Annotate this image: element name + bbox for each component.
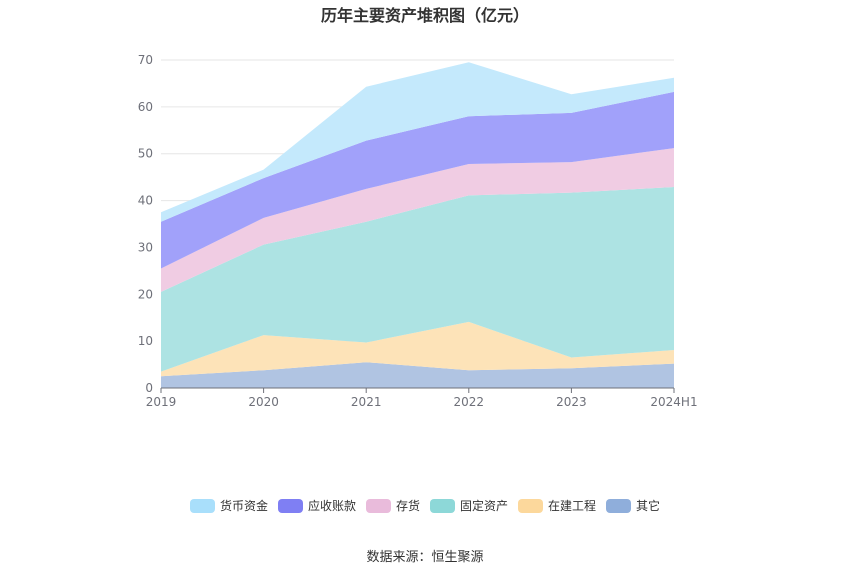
data-source-note: 数据来源：恒生聚源: [366, 550, 484, 565]
y-tick-label: 70: [138, 53, 153, 67]
legend-label: 存货: [395, 499, 420, 513]
y-tick-label: 20: [138, 287, 153, 301]
legend-item-存货[interactable]: 存货: [365, 497, 420, 514]
legend-swatch: [518, 498, 544, 513]
chart-title: 历年主要资产堆积图（亿元）: [320, 6, 529, 25]
area-固定资产: [161, 187, 674, 372]
axes: 0 10 20 30 40 50 60 70 2019 2020 2021 2022 2023 2024H…: [138, 53, 698, 409]
legend-swatch: [365, 498, 391, 513]
area-应收账款: [161, 91, 674, 269]
x-tick-label: 2023: [556, 395, 587, 409]
x-tick-label: 2024H1: [650, 395, 697, 409]
area-货币资金: [161, 62, 674, 222]
legend-swatch: [606, 498, 632, 513]
legend-label: 固定资产: [460, 499, 509, 513]
y-tick-label: 40: [138, 194, 153, 208]
area-存货: [161, 148, 674, 292]
y-tick-label: 30: [138, 240, 153, 254]
legend-swatch: [189, 498, 215, 513]
area-series: [161, 62, 674, 388]
legend-label: 应收账款: [307, 499, 356, 513]
legend-item-在建工程[interactable]: 在建工程: [518, 497, 596, 514]
x-tick-label: 2020: [248, 395, 279, 409]
legend-item-其它[interactable]: 其它: [606, 497, 660, 514]
x-tick-label: 2022: [454, 395, 485, 409]
y-tick-label: 60: [138, 100, 153, 114]
legend-item-货币资金[interactable]: 货币资金: [189, 497, 268, 514]
legend-label: 在建工程: [548, 499, 597, 513]
legend: 货币资金 应收账款 存货 固定资产 在建工程 其它: [0, 497, 850, 514]
x-tick-label: 2021: [351, 395, 382, 409]
area-其它: [161, 362, 674, 388]
legend-label: 货币资金: [219, 499, 268, 513]
legend-label: 其它: [636, 499, 661, 513]
legend-swatch: [430, 498, 455, 513]
y-tick-label: 50: [138, 147, 153, 161]
legend-item-应收账款[interactable]: 应收账款: [277, 497, 356, 514]
y-tick-label: 10: [138, 334, 153, 348]
x-tick-label: 2019: [146, 395, 177, 409]
legend-item-固定资产[interactable]: 固定资产: [430, 497, 508, 514]
area-在建工程: [161, 321, 674, 377]
y-tick-label: 0: [145, 381, 153, 395]
legend-swatch: [277, 498, 303, 513]
